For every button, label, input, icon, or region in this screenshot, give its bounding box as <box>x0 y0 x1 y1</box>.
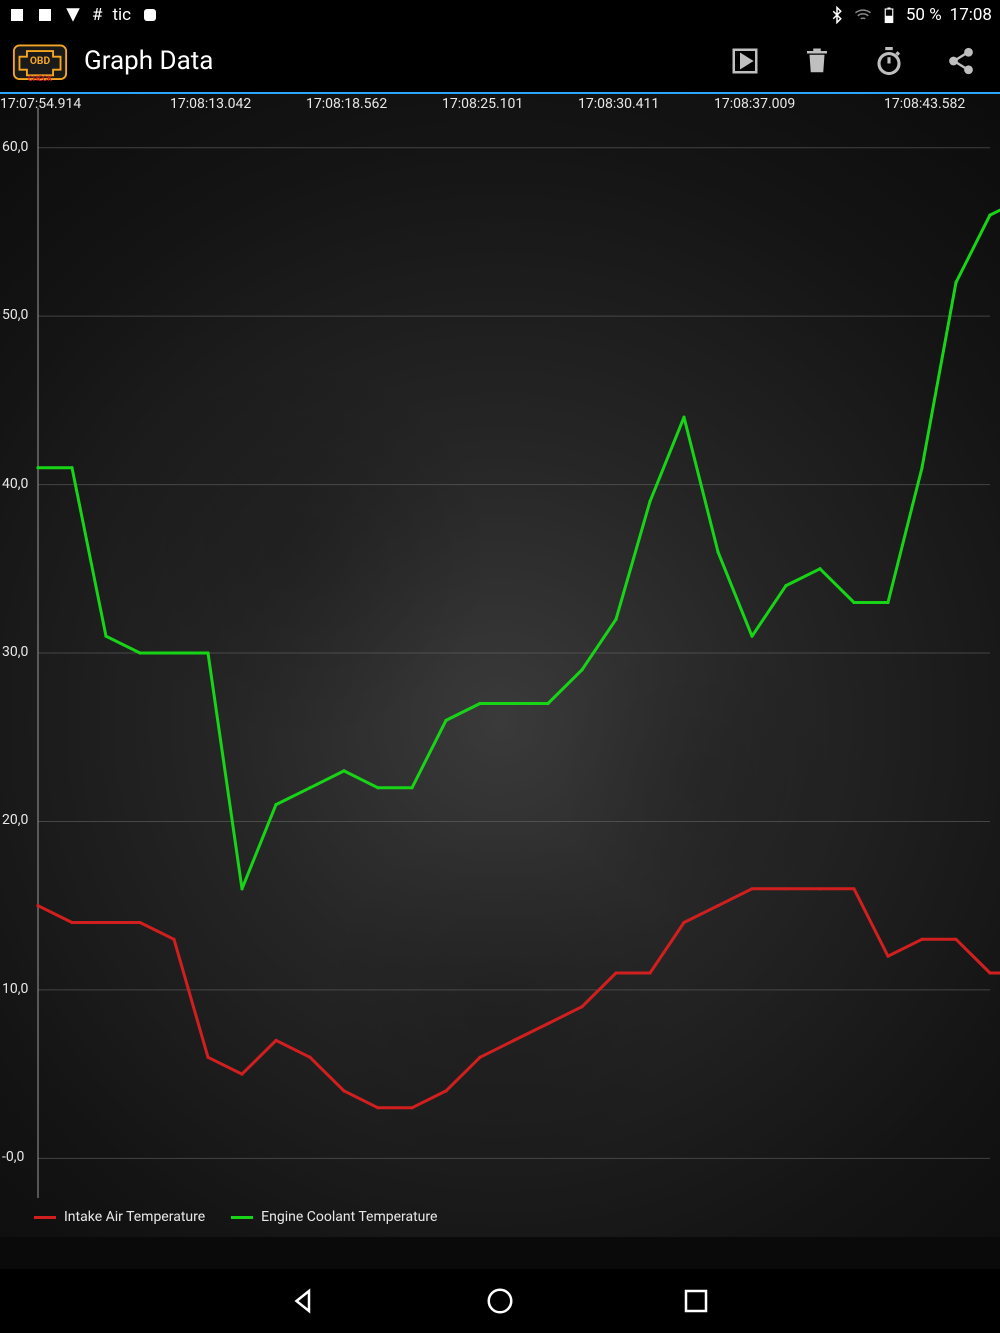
tic-label: tic <box>112 5 131 25</box>
legend-label: Intake Air Temperature <box>64 1209 205 1225</box>
share-button[interactable] <box>944 44 978 78</box>
image-notification-icon <box>8 6 26 24</box>
legend-label: Engine Coolant Temperature <box>261 1209 437 1225</box>
battery-icon <box>880 6 898 24</box>
legend-item-coolant: Engine Coolant Temperature <box>231 1209 437 1225</box>
square-notification-icon <box>36 6 54 24</box>
nav-back-button[interactable] <box>286 1283 322 1319</box>
delete-button[interactable] <box>800 44 834 78</box>
status-clock: 17:08 <box>950 5 992 25</box>
chart-area[interactable]: -0,010,020,030,040,050,060,017:07:54.914… <box>0 92 1000 1237</box>
stopwatch-button[interactable] <box>872 44 906 78</box>
rounded-square-notification-icon <box>141 6 159 24</box>
app-icon-obd-label: OBD <box>30 54 51 67</box>
app-icon[interactable]: OBD CHECK <box>12 36 68 86</box>
bluetooth-icon <box>828 6 846 24</box>
status-bar: # tic 50 % 17:08 <box>0 0 1000 30</box>
chart-canvas <box>0 92 1000 1237</box>
chart-legend: Intake Air Temperature Engine Coolant Te… <box>34 1209 437 1225</box>
app-icon-check-label: CHECK <box>28 74 52 83</box>
android-nav-bar <box>0 1269 1000 1333</box>
hash-notification-icon: # <box>92 5 102 25</box>
page-title: Graph Data <box>84 46 712 76</box>
nav-recent-button[interactable] <box>678 1283 714 1319</box>
play-button[interactable] <box>728 44 762 78</box>
nav-home-button[interactable] <box>482 1283 518 1319</box>
app-header: OBD CHECK Graph Data <box>0 30 1000 92</box>
legend-swatch <box>34 1216 56 1219</box>
bird-notification-icon <box>64 6 82 24</box>
legend-item-intake: Intake Air Temperature <box>34 1209 205 1225</box>
battery-percent: 50 % <box>906 5 942 25</box>
legend-swatch <box>231 1216 253 1219</box>
wifi-icon <box>854 6 872 24</box>
